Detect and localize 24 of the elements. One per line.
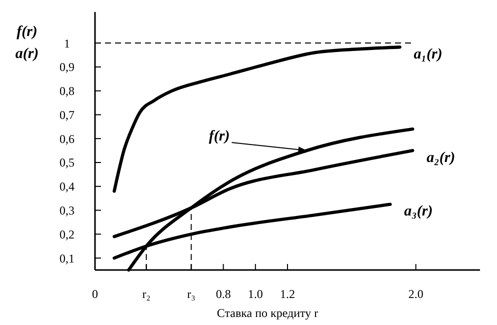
annotation: f(r): [208, 128, 230, 145]
y-tick-label: 0,9: [60, 60, 74, 74]
y-tick-label: 0,6: [60, 132, 74, 146]
y-tick-label: 0,4: [60, 180, 74, 194]
y-tick-label: 0,8: [60, 84, 74, 98]
y-tick-label: 0,2: [60, 227, 74, 242]
y-tick-label: 0,1: [60, 251, 74, 266]
series-label: a₂(r): [426, 150, 456, 166]
y-tick-label: 1: [64, 36, 70, 50]
x-tick-label: 2.0: [408, 287, 424, 301]
line-series: [112, 46, 402, 193]
y-tick-label: 0,7: [60, 108, 74, 122]
x-axis-title: Ставка по кредиту r: [216, 306, 318, 320]
series-label: a₁(r): [414, 46, 442, 62]
x-tick-label: 0.8: [216, 287, 231, 301]
x-tick-label: 0: [92, 287, 98, 301]
x-tick-label: r₃: [187, 287, 196, 301]
y-tick-label: 0,5: [60, 156, 74, 170]
x-tick-label: 1.2: [280, 287, 295, 301]
y-axis-title: f(r) a(r): [15, 24, 39, 62]
x-tick-label: 1.0: [248, 287, 263, 301]
x-tick-label: r₂: [142, 287, 150, 301]
y-tick-label: 0,3: [60, 203, 74, 218]
series-label: a₃(r): [404, 204, 433, 220]
